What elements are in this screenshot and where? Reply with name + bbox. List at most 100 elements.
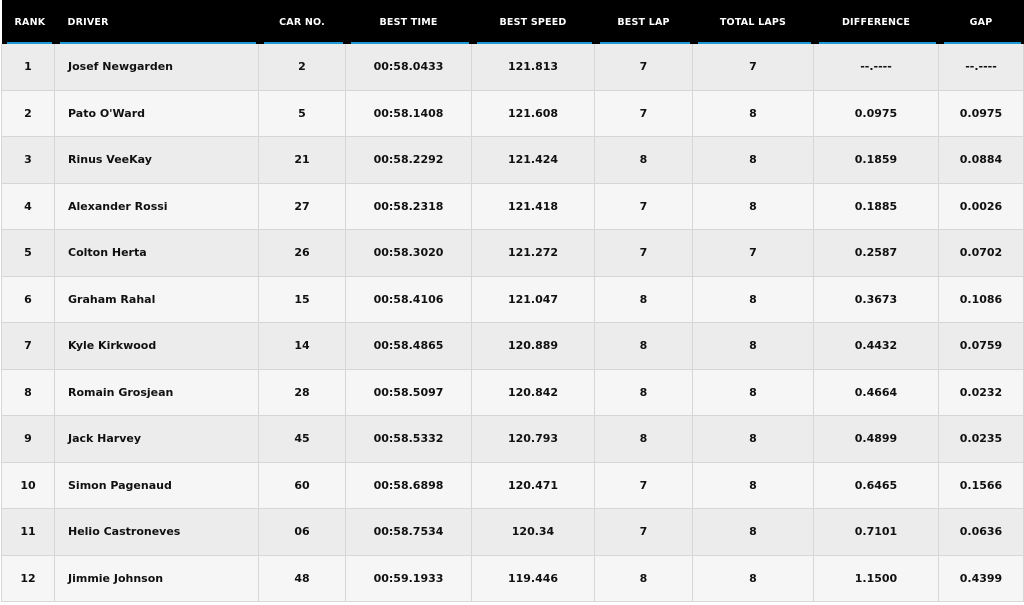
table-row: 10 Simon Pagenaud 60 00:58.6898 120.471 7 8 0.6… (1, 462, 1024, 509)
cell-car-no: 60 (258, 462, 346, 509)
cell-best-time: 00:59.1933 (345, 555, 472, 602)
cell-best-time: 00:58.5332 (345, 415, 472, 463)
cell-car-no: 27 (258, 183, 346, 230)
cell-total-laps: 8 (692, 276, 814, 323)
cell-best-lap: 8 (594, 276, 693, 323)
cell-rank: 6 (1, 276, 55, 323)
cell-total-laps: 7 (692, 229, 814, 277)
cell-best-lap: 7 (594, 90, 693, 137)
table-row: 6 Graham Rahal 15 00:58.4106 121.047 8 8 0.3673… (1, 276, 1024, 323)
cell-difference: 0.0975 (813, 90, 939, 137)
column-header-difference[interactable]: DIFFERENCE (813, 0, 939, 44)
cell-driver: Simon Pagenaud (54, 462, 259, 509)
cell-best-time: 00:58.0433 (345, 44, 472, 91)
cell-rank: 8 (1, 369, 55, 416)
cell-total-laps: 8 (692, 322, 814, 370)
cell-best-lap: 7 (594, 44, 693, 91)
cell-best-lap: 8 (594, 555, 693, 602)
header-row: RANK DRIVER CAR NO. BEST TIME BEST SPEED BEST… (1, 0, 1024, 44)
cell-driver: Graham Rahal (54, 276, 259, 323)
cell-rank: 10 (1, 462, 55, 509)
cell-best-lap: 8 (594, 415, 693, 463)
cell-gap: 0.0884 (938, 136, 1024, 184)
cell-best-lap: 7 (594, 183, 693, 230)
cell-best-speed: 120.793 (471, 415, 595, 463)
cell-driver: Jack Harvey (54, 415, 259, 463)
table-body: 1 Josef Newgarden 2 00:58.0433 121.813 7 7 --.-… (1, 44, 1024, 602)
cell-gap: 0.1566 (938, 462, 1024, 509)
cell-best-time: 00:58.6898 (345, 462, 472, 509)
cell-car-no: 5 (258, 90, 346, 137)
cell-driver: Pato O'Ward (54, 90, 259, 137)
cell-rank: 12 (1, 555, 55, 602)
cell-gap: 0.0759 (938, 322, 1024, 370)
cell-difference: 0.7101 (813, 508, 939, 556)
cell-total-laps: 8 (692, 136, 814, 184)
cell-driver: Colton Herta (54, 229, 259, 277)
cell-driver: Josef Newgarden (54, 44, 259, 91)
cell-gap: 0.1086 (938, 276, 1024, 323)
cell-best-speed: 120.34 (471, 508, 595, 556)
cell-total-laps: 8 (692, 555, 814, 602)
cell-best-lap: 8 (594, 369, 693, 416)
cell-difference: 0.1885 (813, 183, 939, 230)
cell-difference: 0.2587 (813, 229, 939, 277)
column-header-rank[interactable]: RANK (1, 0, 55, 44)
cell-car-no: 15 (258, 276, 346, 323)
column-header-driver[interactable]: DRIVER (54, 0, 259, 44)
cell-total-laps: 8 (692, 183, 814, 230)
table-row: 7 Kyle Kirkwood 14 00:58.4865 120.889 8 8 0.443… (1, 322, 1024, 370)
cell-difference: 0.6465 (813, 462, 939, 509)
column-header-car-no[interactable]: CAR NO. (258, 0, 346, 44)
cell-best-speed: 120.889 (471, 322, 595, 370)
cell-difference: --.---- (813, 44, 939, 91)
cell-best-lap: 7 (594, 229, 693, 277)
cell-best-lap: 8 (594, 322, 693, 370)
cell-gap: 0.0235 (938, 415, 1024, 463)
cell-best-time: 00:58.2292 (345, 136, 472, 184)
table-row: 5 Colton Herta 26 00:58.3020 121.272 7 7 0.2587… (1, 229, 1024, 277)
cell-gap: --.---- (938, 44, 1024, 91)
cell-total-laps: 8 (692, 90, 814, 137)
table-row: 11 Helio Castroneves 06 00:58.7534 120.34 7 8 0… (1, 508, 1024, 556)
cell-best-time: 00:58.4106 (345, 276, 472, 323)
column-header-best-time[interactable]: BEST TIME (345, 0, 472, 44)
cell-gap: 0.4399 (938, 555, 1024, 602)
table-row: 9 Jack Harvey 45 00:58.5332 120.793 8 8 0.4899 0… (1, 415, 1024, 463)
cell-best-time: 00:58.4865 (345, 322, 472, 370)
cell-best-speed: 119.446 (471, 555, 595, 602)
cell-rank: 2 (1, 90, 55, 137)
cell-driver: Helio Castroneves (54, 508, 259, 556)
cell-best-lap: 8 (594, 136, 693, 184)
cell-best-time: 00:58.1408 (345, 90, 472, 137)
cell-best-speed: 120.471 (471, 462, 595, 509)
cell-total-laps: 8 (692, 462, 814, 509)
cell-difference: 1.1500 (813, 555, 939, 602)
cell-difference: 0.4899 (813, 415, 939, 463)
cell-total-laps: 8 (692, 369, 814, 416)
table-row: 8 Romain Grosjean 28 00:58.5097 120.842 8 8 0.4… (1, 369, 1024, 416)
cell-gap: 0.0232 (938, 369, 1024, 416)
cell-best-speed: 121.424 (471, 136, 595, 184)
column-header-best-lap[interactable]: BEST LAP (594, 0, 693, 44)
cell-best-time: 00:58.3020 (345, 229, 472, 277)
table-row: 3 Rinus VeeKay 21 00:58.2292 121.424 8 8 0.1859… (1, 136, 1024, 184)
cell-rank: 7 (1, 322, 55, 370)
cell-rank: 11 (1, 508, 55, 556)
cell-gap: 0.0702 (938, 229, 1024, 277)
cell-car-no: 14 (258, 322, 346, 370)
table-row: 2 Pato O'Ward 5 00:58.1408 121.608 7 8 0.0975 0.… (1, 90, 1024, 137)
cell-best-lap: 7 (594, 462, 693, 509)
cell-car-no: 26 (258, 229, 346, 277)
cell-rank: 1 (1, 44, 55, 91)
cell-rank: 9 (1, 415, 55, 463)
cell-driver: Kyle Kirkwood (54, 322, 259, 370)
column-header-total-laps[interactable]: TOTAL LAPS (692, 0, 814, 44)
column-header-gap[interactable]: GAP (938, 0, 1024, 44)
cell-rank: 4 (1, 183, 55, 230)
column-header-best-speed[interactable]: BEST SPEED (471, 0, 595, 44)
cell-driver: Jimmie Johnson (54, 555, 259, 602)
cell-best-speed: 121.813 (471, 44, 595, 91)
table-row: 1 Josef Newgarden 2 00:58.0433 121.813 7 7 --.-… (1, 44, 1024, 91)
